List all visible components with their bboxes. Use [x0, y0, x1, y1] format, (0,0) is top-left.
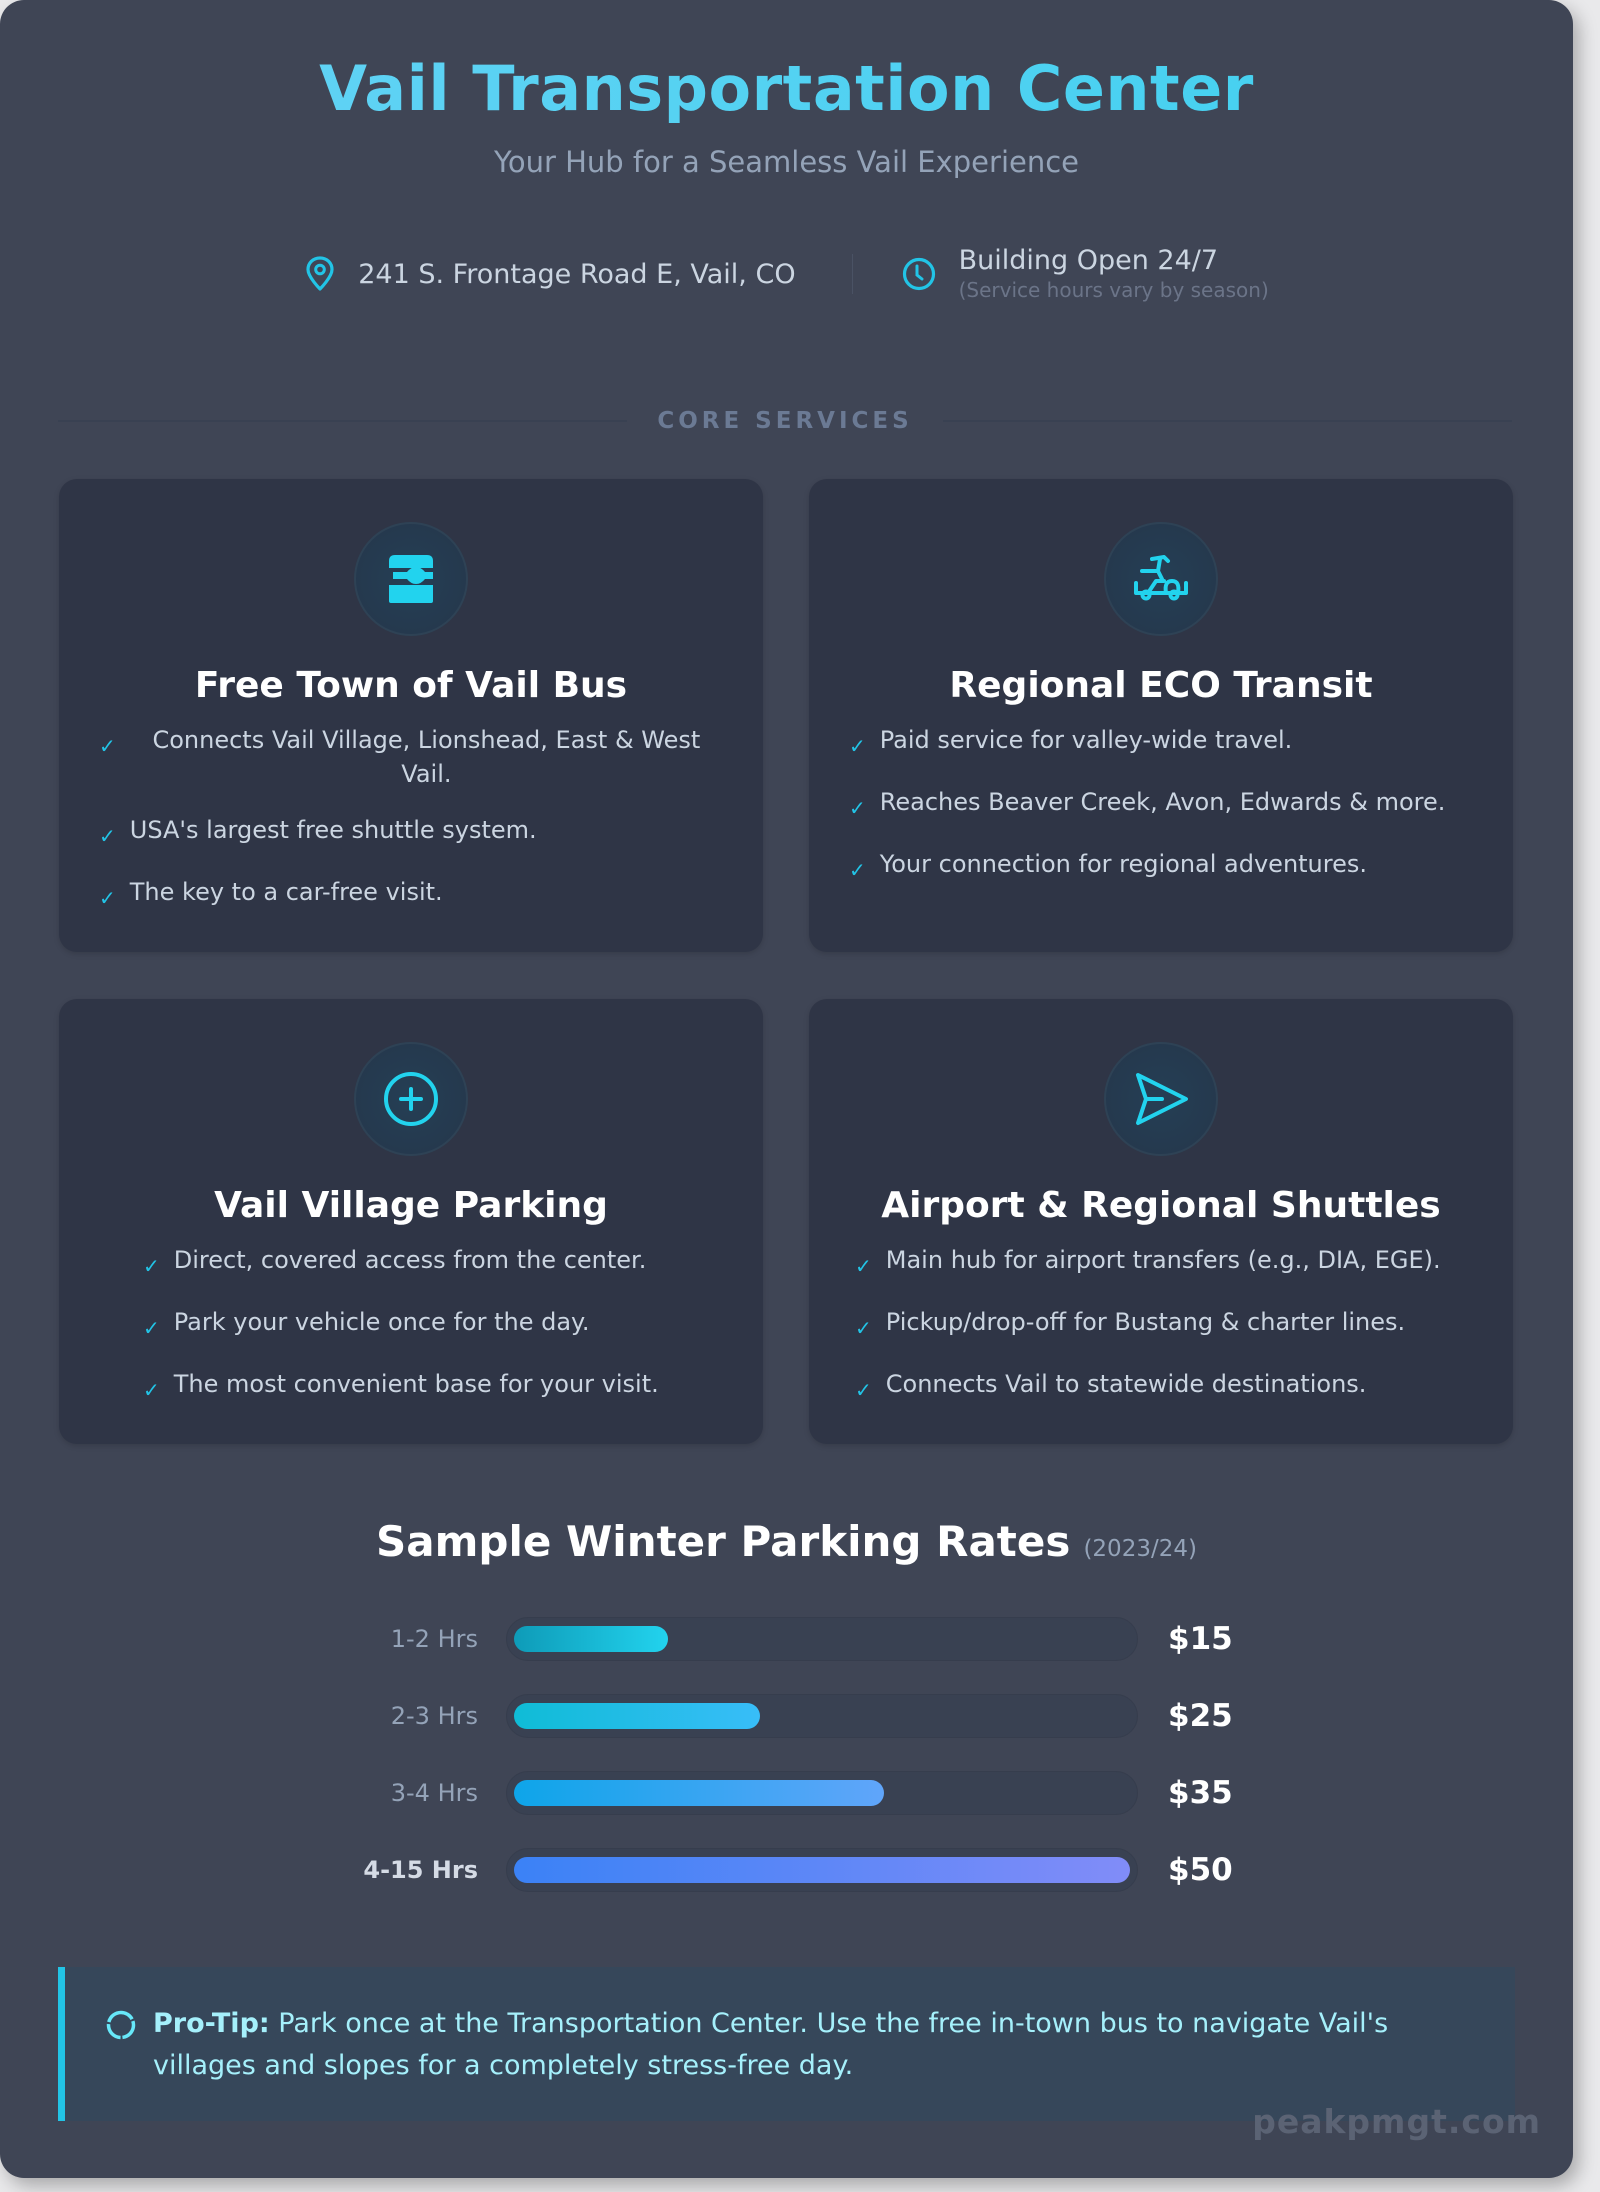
rate-price: $15 — [1168, 1621, 1233, 1657]
check-icon: ✓ — [855, 1316, 872, 1340]
rate-label: 1-2 Hrs — [390, 1625, 478, 1653]
list-item: ✓ Pickup/drop-off for Bustang & charter l… — [855, 1305, 1473, 1345]
paper-plane-icon — [1136, 1073, 1188, 1125]
list-item: ✓ Direct, covered access from the center. — [143, 1243, 723, 1283]
pro-tip-callout: Pro-Tip: Park once at the Transportation… — [58, 1967, 1515, 2121]
rate-bar-fill — [514, 1703, 761, 1729]
check-icon: ✓ — [855, 1254, 872, 1278]
check-icon: ✓ — [849, 796, 866, 820]
watermark: peakpmgt.com — [1252, 2102, 1541, 2141]
list-item: ✓ Park your vehicle once for the day. — [143, 1305, 723, 1345]
pro-tip-text: Pro-Tip: Park once at the Transportation… — [153, 2008, 1389, 2081]
service-card-airport-shuttles: Airport & Regional Shuttles ✓ Main hub fo… — [809, 999, 1513, 1444]
rate-row: 3-4 Hrs $35 — [340, 1771, 1240, 1815]
check-icon: ✓ — [143, 1316, 160, 1340]
page-title: Vail Transportation Center — [0, 52, 1573, 125]
rate-bar-track — [506, 1848, 1138, 1892]
rates-title: Sample Winter Parking Rates — [376, 1517, 1071, 1566]
list-item: ✓ Main hub for airport transfers (e.g., D… — [855, 1243, 1473, 1283]
section-divider: CORE SERVICES — [58, 408, 1512, 434]
check-icon: ✓ — [143, 1378, 160, 1402]
check-icon: ✓ — [849, 734, 866, 758]
service-card-eco-transit: Regional ECO Transit ✓ Paid service for v… — [809, 479, 1513, 952]
pro-tip-label: Pro-Tip: — [153, 2008, 270, 2039]
list-item: ✓ Your connection for regional adventures… — [849, 847, 1473, 887]
rate-bar-fill — [514, 1780, 884, 1806]
bus-icon — [389, 555, 433, 603]
list-item: ✓ The most convenient base for your visit… — [143, 1367, 723, 1407]
rate-bar-fill — [514, 1857, 1130, 1883]
rate-label: 3-4 Hrs — [390, 1779, 478, 1807]
rate-price: $25 — [1168, 1698, 1233, 1734]
page-container: Vail Transportation Center Your Hub for … — [0, 0, 1573, 2178]
list-item: ✓ Connects Vail Village, Lionshead, East … — [99, 723, 723, 791]
hours-info: Building Open 24/7 (Service hours vary b… — [901, 245, 1269, 303]
feature-list: ✓ Connects Vail Village, Lionshead, East … — [99, 723, 723, 937]
list-item: ✓ The key to a car-free visit. — [99, 875, 723, 915]
feature-list: ✓ Paid service for valley-wide travel. ✓ R… — [849, 723, 1473, 909]
hours-text: Building Open 24/7 — [958, 245, 1219, 276]
check-icon: ✓ — [849, 858, 866, 882]
list-item: ✓ Connects Vail to statewide destinations… — [855, 1367, 1473, 1407]
section-label: CORE SERVICES — [657, 408, 913, 434]
rate-row: 2-3 Hrs $25 — [340, 1694, 1240, 1738]
rate-bar-fill — [514, 1626, 668, 1652]
plus-circle-icon — [384, 1072, 438, 1126]
page-subtitle: Your Hub for a Seamless Vail Experience — [493, 145, 1080, 179]
rate-label: 2-3 Hrs — [390, 1702, 478, 1730]
check-icon: ✓ — [143, 1254, 160, 1278]
rate-row: 1-2 Hrs $15 — [340, 1617, 1240, 1661]
feature-list: ✓ Main hub for airport transfers (e.g., D… — [855, 1243, 1473, 1429]
address-text: 241 S. Frontage Road E, Vail, CO — [358, 258, 796, 290]
list-item: ✓ Paid service for valley-wide travel. — [849, 723, 1473, 763]
rate-row: 4-15 Hrs $50 — [340, 1848, 1240, 1892]
rate-price: $35 — [1168, 1775, 1233, 1811]
rate-bar-track — [506, 1771, 1138, 1815]
rates-season: (2023/24) — [1083, 1536, 1197, 1562]
feature-list: ✓ Direct, covered access from the center.… — [143, 1243, 723, 1429]
card-title: Vail Village Parking — [214, 1185, 608, 1226]
lightbulb-ring-icon — [106, 2010, 136, 2040]
info-bar: 241 S. Frontage Road E, Vail, CO Buildin… — [0, 245, 1573, 303]
rates-heading: Sample Winter Parking Rates (2023/24) — [0, 1517, 1573, 1566]
card-title: Free Town of Vail Bus — [194, 665, 628, 706]
list-item: ✓ Reaches Beaver Creek, Avon, Edwards & m… — [849, 785, 1473, 825]
clock-icon — [902, 257, 935, 291]
rate-bar-track — [506, 1694, 1138, 1738]
card-title: Airport & Regional Shuttles — [881, 1185, 1441, 1226]
check-icon: ✓ — [99, 824, 116, 848]
rate-bar-track — [506, 1617, 1138, 1661]
info-divider — [851, 254, 853, 294]
check-icon: ✓ — [99, 734, 116, 758]
service-card-village-parking: Vail Village Parking ✓ Direct, covered ac… — [59, 999, 763, 1444]
list-item: ✓ USA's largest free shuttle system. — [99, 813, 723, 853]
hours-note: (Service hours vary by season) — [958, 278, 1269, 302]
map-pin-icon — [306, 256, 334, 291]
rate-price: $50 — [1168, 1852, 1233, 1888]
transit-vehicle-icon — [1134, 555, 1188, 601]
check-icon: ✓ — [855, 1378, 872, 1402]
check-icon: ✓ — [99, 886, 116, 910]
address-info: 241 S. Frontage Road E, Vail, CO — [304, 255, 796, 293]
rate-label: 4-15 Hrs — [363, 1856, 478, 1884]
card-title: Regional ECO Transit — [949, 665, 1373, 706]
service-card-town-bus: Free Town of Vail Bus ✓ Connects Vail Vil… — [59, 479, 763, 952]
